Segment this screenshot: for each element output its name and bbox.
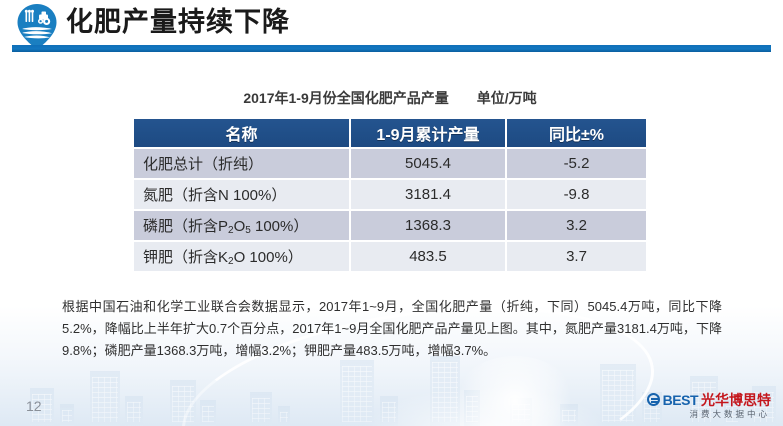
brand-emblem-icon [646,393,660,406]
row-output: 5045.4 [350,148,507,180]
row-name: 化肥总计（折纯） [134,148,351,180]
table-row: 氮肥（折含N 100%） 3181.4 -9.8 [134,179,646,211]
brand-name-en: BEST [662,391,699,408]
column-header-output: 1-9月累计产量 [350,119,507,149]
row-yoy: 3.7 [506,241,646,273]
body-paragraph: 根据中国石油和化学工业联合会数据显示，2017年1~9月，全国化肥产量（折纯，下… [62,299,722,358]
row-name-mid: O [233,218,246,235]
row-name-sub: 2 [228,225,234,236]
slide-header: 化肥产量持续下降 [0,0,783,52]
brand-logo-row: BEST 光华博思特 [646,391,771,408]
row-yoy: -5.2 [506,148,646,180]
brand-name-cn: 光华博思特 [701,391,771,408]
row-name-sub: 2 [228,256,234,267]
table-header-row: 名称 1-9月累计产量 同比±% [134,119,646,149]
row-name-suffix: 100%） [250,218,309,235]
header-divider [12,45,771,52]
agriculture-pin-logo [17,4,57,51]
table-caption-text: 2017年1-9月份全国化肥产品产量 [243,90,449,106]
column-header-yoy: 同比±% [506,119,646,149]
row-name-suffix: 100%） [245,249,303,266]
table-caption: 2017年1-9月份全国化肥产品产量 单位/万吨 [134,88,646,108]
row-name: 钾肥（折含K2O 100%） [134,241,351,273]
row-name-mid: O [233,249,246,266]
row-name: 氮肥（折含N 100%） [134,179,351,211]
row-output: 1368.3 [350,210,507,242]
row-yoy: 3.2 [506,210,646,242]
row-output: 3181.4 [350,179,507,211]
brand-subtitle: 消费大数据中心 [689,408,770,419]
row-yoy: -9.8 [506,179,646,211]
page-number: 12 [26,398,42,414]
brand-logo: BEST 光华博思特 消费大数据中心 [646,391,771,419]
table-row: 磷肥（折含P2O5 100%） 1368.3 3.2 [134,210,646,242]
table-row: 钾肥（折含K2O 100%） 483.5 3.7 [134,241,646,273]
background-glow [455,356,575,426]
table-unit-label: 单位/万吨 [476,90,537,106]
row-name: 磷肥（折含P2O5 100%） [134,210,351,242]
row-name-prefix: 钾肥（折含K [143,249,229,266]
page-title: 化肥产量持续下降 [66,7,290,37]
fertilizer-output-table: 名称 1-9月累计产量 同比±% 化肥总计（折纯） 5045.4 -5.2 氮肥… [134,119,646,273]
row-name-prefix: 磷肥（折含P [143,218,229,235]
table-row: 化肥总计（折纯） 5045.4 -5.2 [134,148,646,180]
row-name-sub2: 5 [245,225,251,236]
row-output: 483.5 [350,241,507,273]
column-header-name: 名称 [134,119,351,149]
